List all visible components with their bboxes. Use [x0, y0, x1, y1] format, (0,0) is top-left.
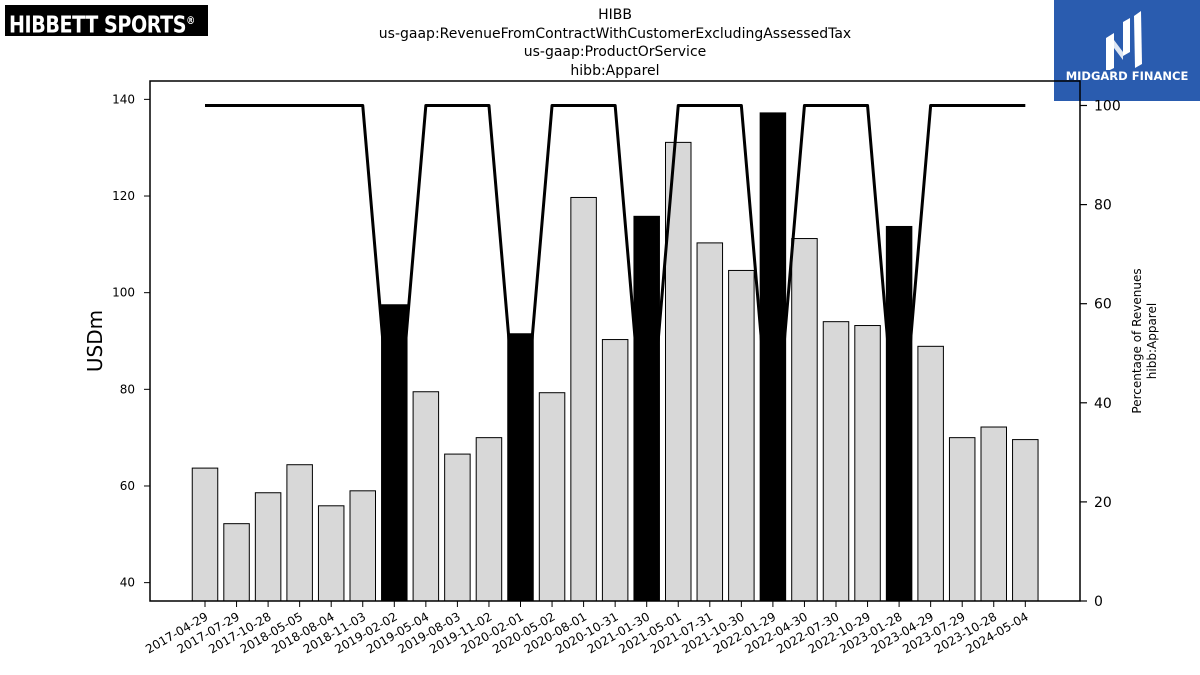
title-line-1: HIBB — [598, 7, 632, 23]
bar-2022-07-30 — [822, 321, 850, 602]
y2-tick-label: 20 — [1094, 495, 1112, 511]
bar-2017-10-28 — [254, 492, 282, 602]
y-tick-label: 120 — [112, 189, 135, 203]
title-line-3: us-gaap:ProductOrService — [523, 44, 707, 60]
chart-title: HIBB us-gaap:RevenueFromContractWithCust… — [300, 6, 930, 80]
bar-2019-05-04 — [412, 391, 440, 602]
midgard-logo-icon — [1106, 11, 1142, 72]
midgard-logo-text: MIDGARD FINANCE — [1065, 69, 1189, 83]
hibbett-sports-logo: HIBBETT SPORTS® — [5, 5, 208, 39]
title-line-2: us-gaap:RevenueFromContractWithCustomerE… — [378, 25, 852, 42]
y2-tick-label: 80 — [1094, 198, 1112, 214]
y-axis-ticks: 40 60 80 100 120 140 — [112, 92, 150, 590]
bar-2020-05-02 — [538, 392, 566, 602]
y2-tick-label: 60 — [1094, 297, 1112, 313]
bar-2017-07-29 — [223, 523, 250, 602]
bar-2021-10-30 — [728, 269, 755, 602]
bar-2022-04-30 — [791, 238, 818, 602]
bar-2020-10-31 — [601, 339, 629, 602]
bar-2023-10-28 — [980, 426, 1007, 602]
bar-2018-08-04 — [317, 505, 345, 602]
y-tick-label: 80 — [120, 382, 135, 396]
y-tick-label: 100 — [112, 286, 135, 300]
percentage-line — [205, 104, 1026, 477]
y2-axis-label: Percentage of Revenues — [1130, 268, 1144, 413]
bar-2021-01-30 — [633, 215, 660, 602]
bar-2023-01-28 — [885, 225, 913, 602]
y2-tick-label: 100 — [1094, 99, 1121, 115]
bar-2018-05-05 — [286, 464, 313, 602]
y-tick-label: 40 — [120, 576, 135, 590]
bar-2018-11-03 — [349, 490, 376, 602]
bar-2019-02-02 — [381, 304, 408, 602]
bar-2023-07-29 — [948, 437, 976, 602]
y2-axis-ticks: 0 20 40 60 80 100 — [1080, 99, 1121, 610]
y-tick-label: 60 — [120, 479, 135, 493]
y2-tick-label: 40 — [1094, 396, 1112, 412]
midgard-finance-logo: MIDGARD FINANCE — [1054, 0, 1200, 101]
y2-axis-label: hibb:Apparel — [1145, 303, 1159, 379]
x-axis-ticks: 2017-04-292017-07-292017-10-282018-05-05… — [143, 601, 1031, 656]
y-tick-label: 140 — [112, 92, 135, 106]
bar-2022-10-29 — [854, 325, 881, 602]
y-axis-label: USDm — [83, 310, 107, 372]
percentage-line-series — [205, 104, 1026, 477]
bar-2019-11-02 — [475, 437, 503, 602]
bar-2020-08-01 — [570, 196, 597, 602]
bar-2024-05-04 — [1012, 439, 1039, 602]
axis-labels: USDm Percentage of Revenues hibb:Apparel — [83, 268, 1159, 413]
bar-2021-07-31 — [696, 242, 724, 602]
y2-tick-label: 0 — [1094, 594, 1103, 610]
title-line-4: hibb:Apparel — [570, 62, 660, 79]
bar-2017-04-29 — [191, 467, 219, 602]
bar-series — [191, 112, 1039, 602]
bar-2019-08-03 — [444, 453, 471, 602]
bar-2023-04-29 — [917, 345, 944, 602]
hibbett-logo-text: HIBBETT SPORTS® — [9, 12, 195, 39]
